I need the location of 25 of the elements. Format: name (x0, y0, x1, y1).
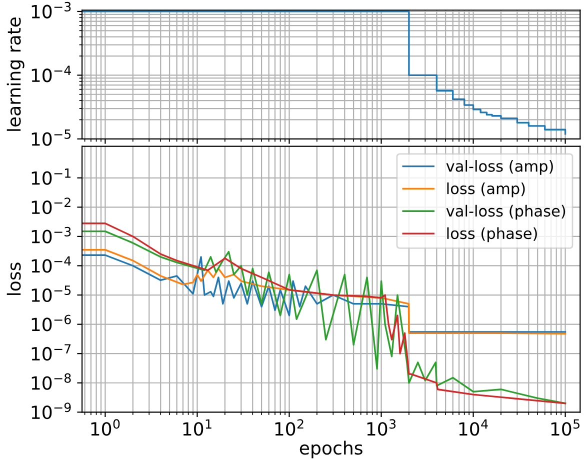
y-tick-label: 10$^{−2}$ (32, 198, 70, 214)
y-tick-label: 10$^{−4}$ (32, 66, 71, 82)
y-tick-label: 10$^{−1}$ (32, 168, 70, 185)
legend-label: loss (phase) (447, 227, 537, 242)
y-tick-label: 10$^{−9}$ (32, 402, 71, 420)
y-tick-label: 10$^{−6}$ (32, 314, 71, 332)
legend-label: val-loss (amp) (446, 160, 553, 175)
y-axis-title: learning rate (6, 17, 24, 131)
y-tick-label: 10$^{−8}$ (32, 373, 71, 390)
y-tick-label: 10$^{−5}$ (32, 130, 71, 146)
y-tick-label: 10$^{−4}$ (32, 256, 71, 273)
x-tick-label: 10$^{3}$ (367, 419, 396, 436)
y-axis-title: loss (6, 262, 21, 295)
x-tick-label: 10$^{4}$ (459, 419, 488, 436)
y-tick-label: 10$^{−7}$ (32, 344, 71, 361)
legend-label: loss (amp) (447, 182, 525, 198)
x-axis-title: epochs (300, 440, 362, 458)
x-tick-label: 10$^{1}$ (183, 419, 212, 436)
legend-label: val-loss (phase) (446, 204, 566, 220)
y-tick-label: 10$^{−3}$ (32, 226, 71, 244)
x-tick-label: 10$^{0}$ (91, 419, 120, 436)
x-tick-label: 10$^{2}$ (275, 419, 304, 436)
x-tick-label: 10$^{5}$ (551, 419, 580, 436)
y-tick-label: 10$^{−3}$ (32, 2, 71, 18)
y-tick-label: 10$^{−5}$ (32, 286, 71, 302)
